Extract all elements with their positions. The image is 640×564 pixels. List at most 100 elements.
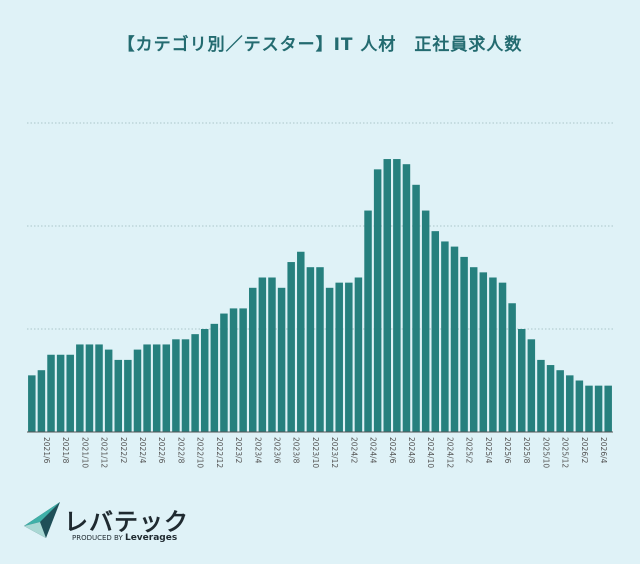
- bar-2024/12: [441, 241, 449, 432]
- bar-2021/10: [76, 344, 84, 432]
- x-tick-label: 2026/2: [580, 437, 589, 464]
- bar-2023/12: [325, 287, 334, 432]
- bar-2023/5: [258, 277, 267, 432]
- bar-2026/4: [594, 385, 603, 432]
- bar-2022/4: [133, 349, 142, 432]
- bar-2023/8: [287, 262, 295, 432]
- x-tick-label: 2025/4: [484, 437, 493, 464]
- bar-2024/2: [345, 282, 353, 432]
- x-tick-label: 2021/10: [80, 437, 89, 468]
- bar-2024/8: [402, 164, 411, 432]
- x-tick-label: 2024/8: [407, 437, 416, 464]
- x-tick-label: 2024/12: [445, 437, 454, 468]
- bar-chart: 2021/6 2021/8 2021/10 2021/12 2022/2 2022/4 20…: [27, 122, 613, 468]
- bar-2024/3: [354, 277, 363, 432]
- x-tick-label: 2023/4: [253, 437, 262, 464]
- bar-2023/2: [229, 308, 238, 432]
- bar-2021/5: [28, 375, 36, 432]
- bar-2024/10: [421, 210, 430, 432]
- logo-mark-icon: [24, 502, 60, 538]
- x-tick-label: 2022/10: [196, 437, 205, 468]
- bar-2022/6: [152, 344, 161, 432]
- bar-2024/5: [373, 169, 382, 432]
- x-tick-label: 2024/4: [369, 437, 378, 464]
- x-tick-label: 2023/12: [330, 437, 339, 468]
- bar-2025/7: [508, 303, 516, 432]
- bar-2026/1: [566, 375, 574, 432]
- x-tick-label: 2022/8: [176, 437, 185, 464]
- bar-2024/4: [364, 210, 372, 432]
- bar-2023/3: [239, 308, 247, 432]
- bar-2025/6: [498, 282, 507, 432]
- bar-2025/11: [546, 365, 555, 432]
- bar-2024/7: [393, 159, 401, 433]
- x-tick-label: 2025/8: [522, 437, 531, 464]
- bar-2021/6: [37, 370, 46, 432]
- x-tick-label: 2022/6: [157, 437, 166, 464]
- bar-2025/10: [537, 359, 545, 432]
- bar-2025/1: [450, 246, 459, 432]
- bar-2024/11: [431, 231, 440, 432]
- x-tick-label: 2023/8: [292, 437, 301, 464]
- bar-2023/9: [297, 251, 305, 432]
- x-tick-label: 2021/8: [61, 437, 70, 464]
- bar-2021/11: [85, 344, 94, 432]
- bar-2022/11: [200, 329, 209, 432]
- bar-2023/7: [277, 287, 286, 432]
- bar-2022/3: [124, 359, 132, 432]
- x-tick-label: 2022/2: [119, 437, 128, 464]
- bar-2023/11: [316, 267, 324, 432]
- bar-2025/3: [469, 267, 478, 432]
- x-tick-label: 2022/4: [138, 437, 147, 464]
- bar-2022/7: [162, 344, 171, 432]
- bar-2025/4: [479, 272, 488, 432]
- company-name: Leverages: [124, 533, 178, 543]
- bar-2022/10: [191, 334, 199, 432]
- bar-2024/1: [335, 282, 343, 432]
- x-tick-label: 2025/2: [465, 437, 474, 464]
- bar-2023/1: [220, 313, 228, 432]
- bar-2021/9: [66, 354, 74, 432]
- chart-title: 【カテゴリ別／テスター】IT 人材 正社員求人数: [117, 35, 523, 55]
- bar-2025/2: [460, 256, 468, 432]
- x-tick-label: 2025/12: [561, 437, 570, 468]
- bar-2023/10: [306, 267, 315, 432]
- x-tick-label: 2023/2: [234, 437, 243, 464]
- bar-2025/5: [489, 277, 497, 432]
- x-tick-label: 2023/6: [272, 437, 281, 464]
- x-tick-label: 2021/12: [100, 437, 109, 468]
- x-tick-label: 2025/6: [503, 437, 512, 464]
- bar-2026/5: [604, 385, 612, 432]
- bars: [28, 159, 612, 433]
- bar-2025/12: [556, 370, 564, 432]
- logo-produced-by: PRODUCED BY Leverages: [72, 533, 177, 543]
- logo-wordmark: レバテック: [64, 508, 189, 536]
- bar-2021/7: [47, 354, 55, 432]
- x-tick-labels: 2021/6 2021/8 2021/10 2021/12 2022/2 2022/4 20…: [42, 437, 608, 468]
- bar-2022/1: [104, 349, 113, 432]
- x-tick-label: 2021/6: [42, 437, 51, 464]
- bar-2022/9: [181, 339, 190, 432]
- bar-2024/6: [383, 159, 391, 433]
- bar-2023/6: [268, 277, 276, 432]
- levtech-logo: レバテック PRODUCED BY Leverages: [22, 500, 188, 546]
- bar-2026/3: [585, 385, 593, 432]
- x-tick-label: 2023/10: [311, 437, 320, 468]
- x-tick-label: 2022/12: [215, 437, 224, 468]
- bar-2024/9: [412, 184, 420, 432]
- bar-2022/12: [210, 323, 219, 432]
- bar-2022/8: [172, 339, 180, 432]
- x-tick-label: 2026/4: [599, 437, 608, 464]
- bar-2022/2: [114, 359, 123, 432]
- produced-by-label: PRODUCED BY: [72, 534, 123, 542]
- x-tick-label: 2024/10: [426, 437, 435, 468]
- bar-2022/5: [143, 344, 151, 432]
- bar-2026/2: [575, 380, 584, 432]
- bar-2021/12: [95, 344, 103, 432]
- x-tick-label: 2024/6: [388, 437, 397, 464]
- bar-2021/8: [56, 354, 65, 432]
- x-tick-label: 2024/2: [349, 437, 358, 464]
- bar-2023/4: [249, 287, 257, 432]
- bar-2025/9: [527, 339, 536, 432]
- bar-2025/8: [517, 329, 526, 432]
